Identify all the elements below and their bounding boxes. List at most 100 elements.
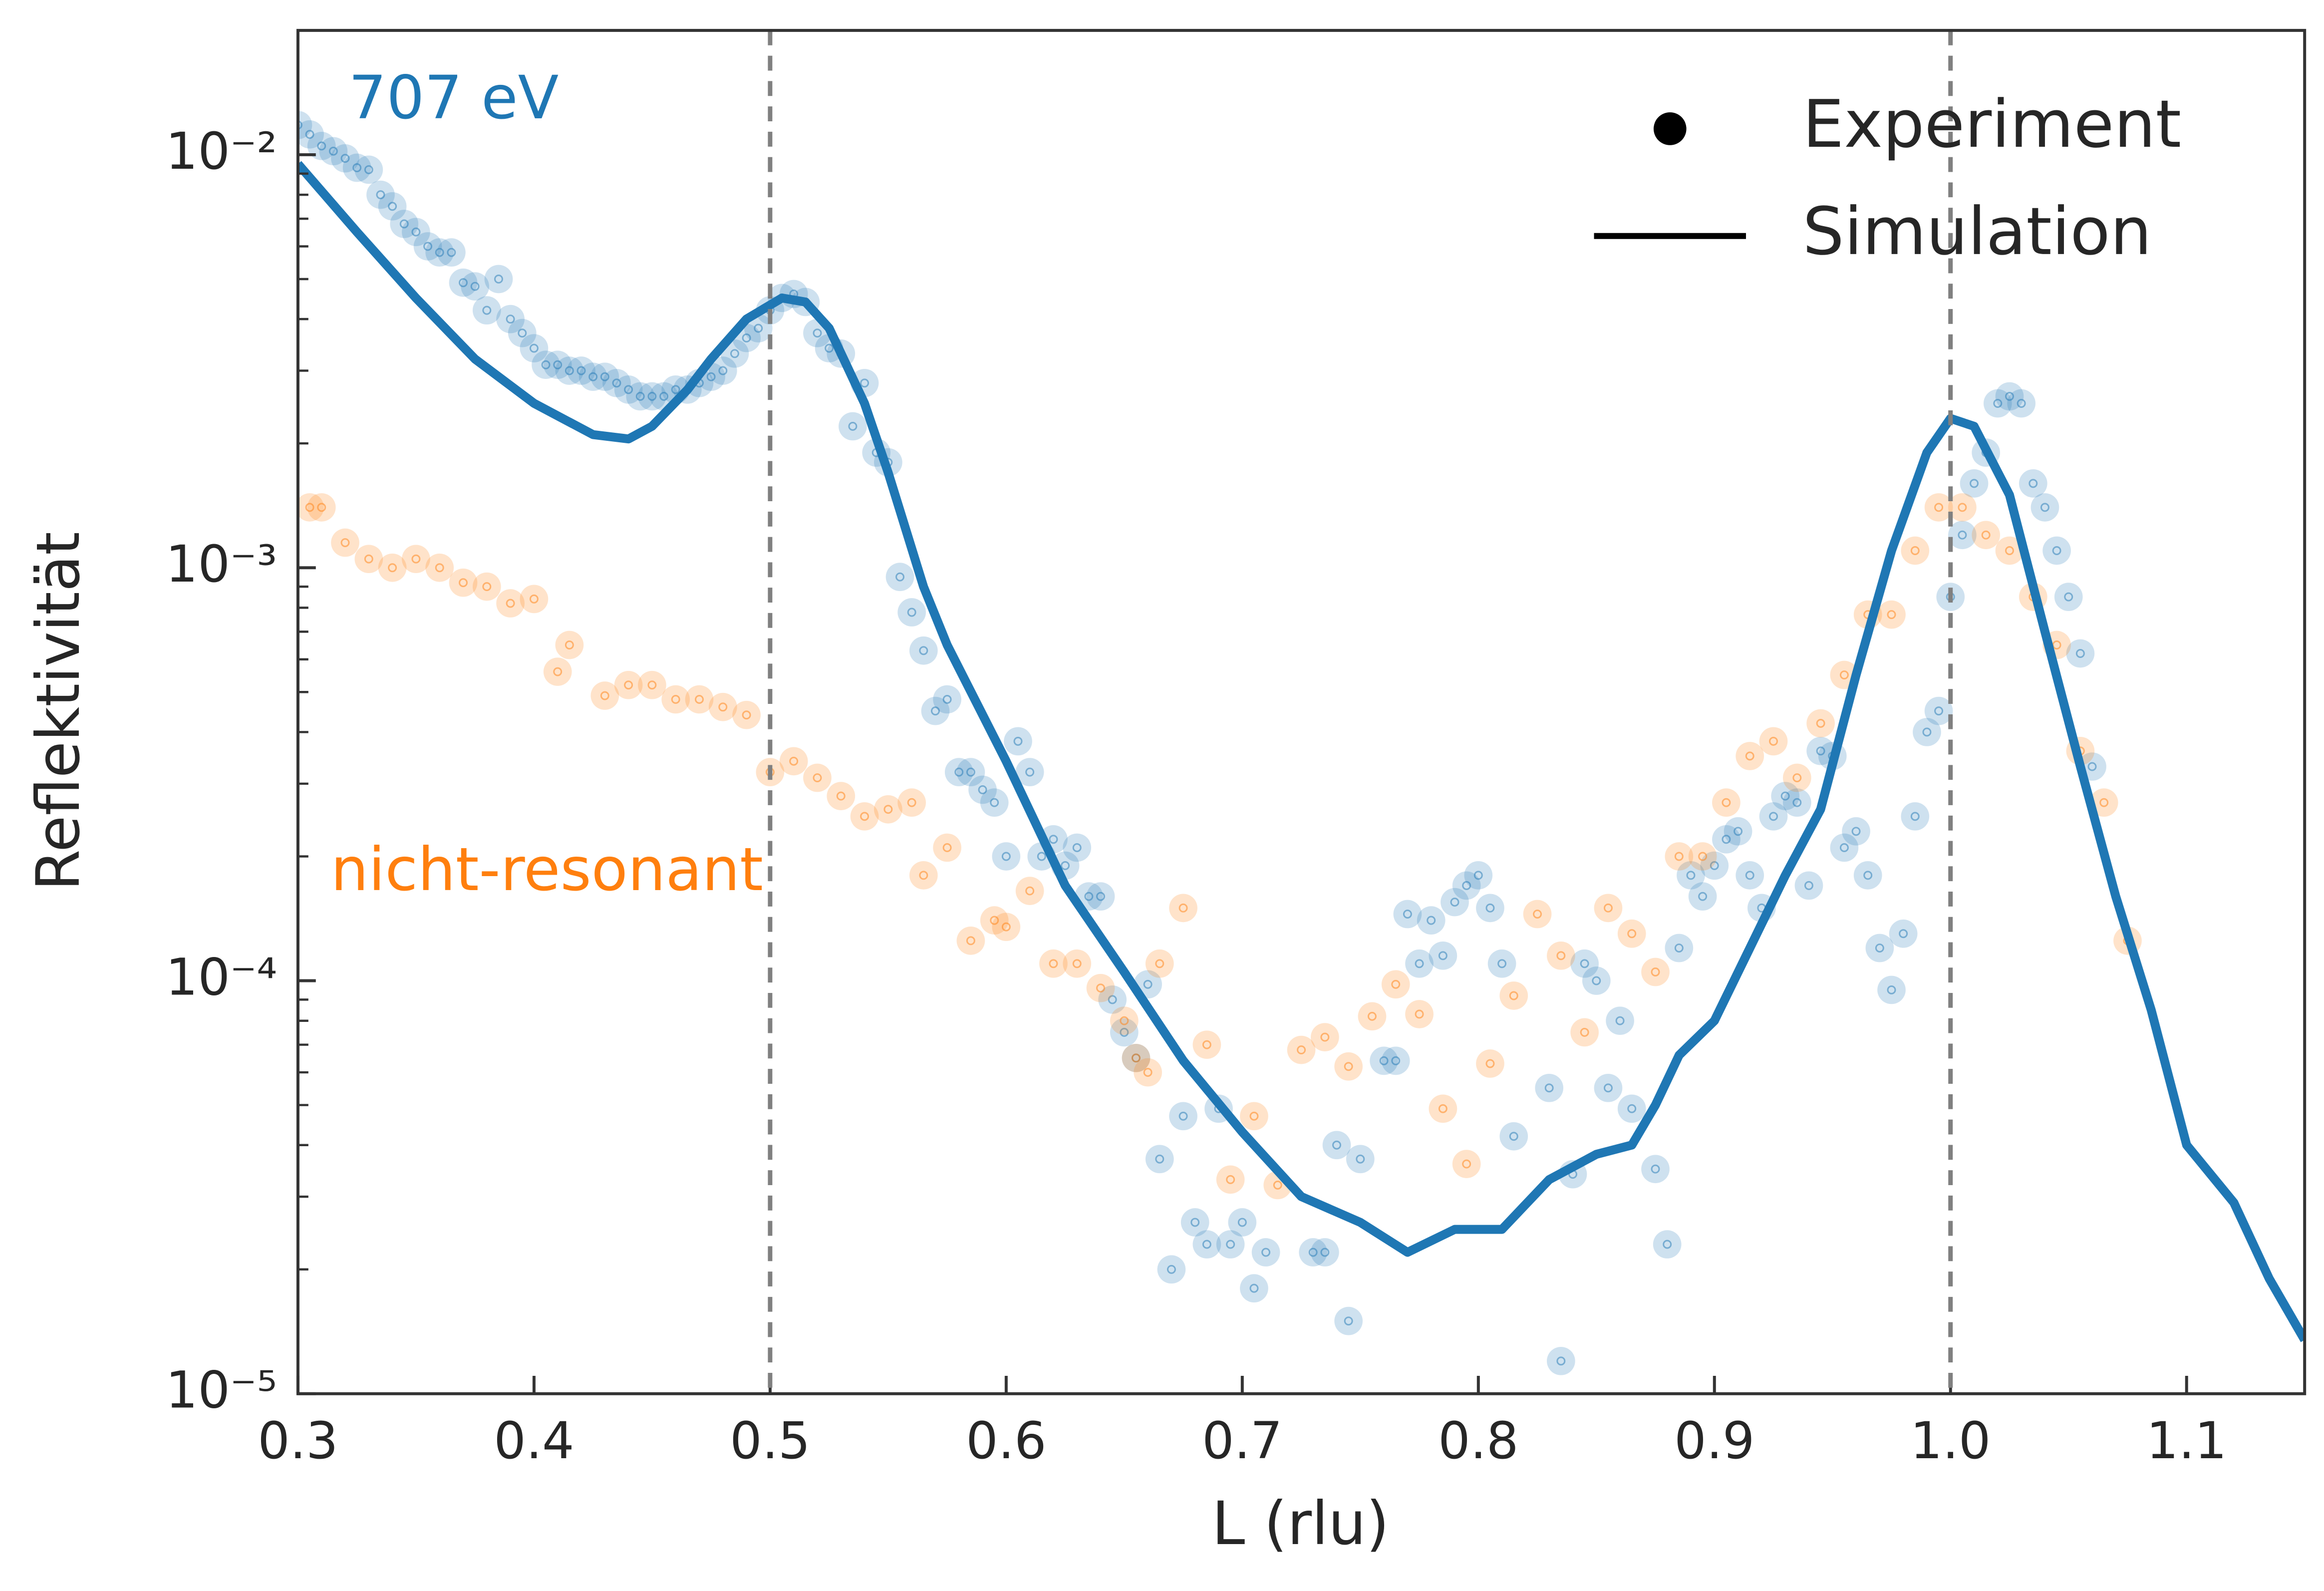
marker-core xyxy=(990,916,999,925)
scatter-point xyxy=(1086,973,1115,1002)
scatter-point xyxy=(1546,1346,1575,1375)
marker xyxy=(1617,1094,1646,1123)
marker xyxy=(1381,1046,1410,1075)
scatter-point xyxy=(708,356,737,385)
scatter-point xyxy=(1487,949,1516,978)
marker xyxy=(413,232,442,261)
scatter-point xyxy=(484,265,513,294)
marker xyxy=(1192,1030,1221,1059)
scatter-point xyxy=(1782,763,1811,792)
marker xyxy=(1063,833,1092,862)
marker-core xyxy=(930,706,940,716)
marker-core xyxy=(388,563,397,573)
marker-core xyxy=(1132,1053,1141,1063)
marker xyxy=(307,493,336,522)
x-tick-label: 0.3 xyxy=(258,1411,338,1470)
marker xyxy=(944,758,973,786)
plot-frame xyxy=(296,28,2307,1395)
marker xyxy=(1677,861,1705,890)
marker xyxy=(1251,1238,1280,1267)
marker-core xyxy=(1261,1248,1271,1257)
marker-core xyxy=(1698,852,1708,861)
marker xyxy=(1688,842,1717,871)
legend-marker xyxy=(1653,112,1687,145)
scatter-point xyxy=(1134,1058,1162,1087)
scatter-point xyxy=(1346,1145,1375,1174)
scatter-point xyxy=(638,382,666,411)
marker xyxy=(555,356,584,385)
scatter-point xyxy=(543,657,572,686)
marker-core xyxy=(1143,1068,1153,1077)
scatter-point xyxy=(1110,1018,1139,1047)
marker-core xyxy=(506,599,515,608)
scatter-point xyxy=(1712,825,1741,854)
marker xyxy=(1134,1058,1162,1087)
marker-core xyxy=(1993,399,2003,408)
marker-core xyxy=(1344,1062,1353,1071)
marker-core xyxy=(647,391,657,401)
marker xyxy=(472,296,501,324)
marker-core xyxy=(1556,1356,1566,1366)
marker-core xyxy=(376,190,385,200)
marker xyxy=(614,375,643,404)
marker xyxy=(1794,871,1823,900)
marker-core xyxy=(860,378,870,388)
marker xyxy=(885,563,914,592)
scatter-point xyxy=(1665,934,1694,962)
marker xyxy=(638,670,666,699)
marker xyxy=(555,631,584,659)
scatter-point xyxy=(354,545,383,574)
marker-core xyxy=(1922,727,1932,737)
marker xyxy=(1641,1155,1670,1184)
marker-core xyxy=(1651,967,1660,976)
scatter-point xyxy=(2089,788,2118,817)
scatter-point xyxy=(1842,817,1870,846)
scatter-point xyxy=(331,528,359,557)
marker-core xyxy=(1249,1283,1259,1293)
scatter-point xyxy=(1464,861,1493,890)
marker xyxy=(614,670,643,699)
marker-core xyxy=(1072,843,1082,852)
marker-core xyxy=(612,378,621,388)
marker-core xyxy=(1509,991,1518,1000)
marker-core xyxy=(529,343,539,353)
marker xyxy=(1570,949,1599,978)
marker xyxy=(874,795,902,824)
scatter-point xyxy=(1641,957,1670,986)
x-tick-label: 1.1 xyxy=(2146,1411,2227,1470)
scatter-point xyxy=(614,375,643,404)
marker-core xyxy=(2087,762,2097,771)
marker xyxy=(1393,900,1422,929)
scatter-point xyxy=(2042,536,2071,565)
marker xyxy=(520,585,549,614)
scatter-point xyxy=(909,636,938,665)
marker-core xyxy=(1344,1316,1353,1326)
scatter-point xyxy=(827,782,856,810)
marker-core xyxy=(1143,979,1153,989)
scatter-point xyxy=(839,412,867,441)
scatter-point xyxy=(1853,861,1882,890)
scatter-point xyxy=(732,700,761,729)
scatter-point xyxy=(1098,985,1127,1014)
marker-core xyxy=(364,165,373,174)
marker-core xyxy=(635,391,645,401)
marker xyxy=(1759,727,1788,756)
scatter-point xyxy=(496,305,525,333)
marker xyxy=(1004,727,1032,756)
marker-core xyxy=(1745,751,1754,761)
marker xyxy=(897,788,926,817)
marker xyxy=(1452,1150,1481,1178)
marker-core xyxy=(1792,773,1802,782)
marker-core xyxy=(1202,1240,1211,1249)
marker-core xyxy=(1084,892,1094,901)
marker xyxy=(1771,782,1800,810)
marker xyxy=(1240,1102,1268,1131)
scatter-point xyxy=(956,927,985,955)
marker-core xyxy=(423,242,433,251)
marker-core xyxy=(1485,1059,1495,1068)
marker xyxy=(331,144,359,173)
marker xyxy=(520,334,549,362)
scatter-point xyxy=(1582,966,1611,995)
marker xyxy=(921,696,950,725)
marker-core xyxy=(2040,503,2049,512)
